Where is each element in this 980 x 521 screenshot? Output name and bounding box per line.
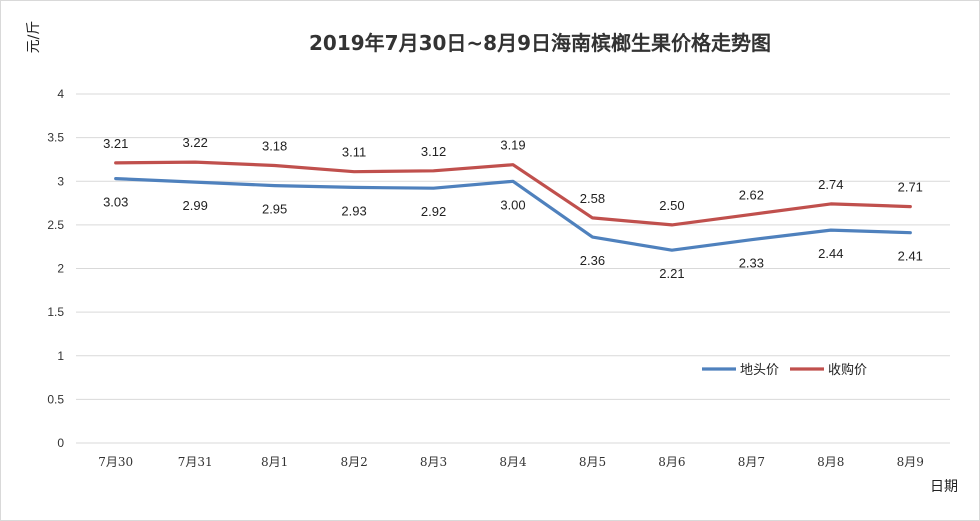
x-tick-label: 8月5 [579,455,606,469]
x-tick-label: 8月2 [340,455,367,469]
data-label: 3.03 [103,195,128,210]
data-label: 3.12 [421,144,446,159]
data-label: 2.99 [183,198,208,213]
y-tick-label: 0 [57,436,64,450]
chart-title: 2019年7月30日~8月9日海南槟榔生果价格走势图 [309,31,771,55]
y-tick-label: 1.5 [47,305,64,319]
y-tick-label: 3 [57,174,64,188]
x-tick-label: 7月31 [178,455,213,469]
data-label: 3.22 [183,135,208,150]
data-label: 3.19 [500,138,525,153]
x-tick-labels: 7月30 7月31 8月1 8月2 8月3 8月4 8月5 8月6 8月7 8月8 8月9 [98,455,924,469]
series-line-1 [114,177,912,252]
x-tick-label: 8月7 [738,455,765,469]
x-tick-label: 7月30 [98,455,133,469]
y-tick-label: 2 [57,262,64,276]
y-tick-labels: 0 0.5 1 1.5 2 2.5 3 3.5 4 [47,87,64,450]
data-label: 2.58 [580,191,605,206]
series-line-2 [114,160,912,227]
data-label: 2.74 [818,177,843,192]
data-label: 2.50 [659,198,684,213]
x-tick-label: 8月3 [420,455,447,469]
data-label: 2.41 [898,249,923,264]
legend-label: 地头价 [740,363,779,378]
series-lines [114,160,912,252]
y-tick-label: 3.5 [47,131,64,145]
x-tick-label: 8月1 [261,455,288,469]
legend: 地头价 收购价 [702,362,867,378]
data-label: 2.44 [818,246,843,261]
x-tick-label: 8月9 [897,455,924,469]
x-tick-label: 8月8 [817,455,844,469]
data-label: 2.92 [421,204,446,219]
x-axis-label: 日期 [930,479,958,495]
y-tick-label: 1 [57,349,64,363]
data-label: 2.95 [262,202,287,217]
y-tick-label: 4 [57,87,64,101]
data-label: 2.62 [739,187,764,202]
y-tick-label: 2.5 [47,218,64,232]
x-tick-label: 8月6 [658,455,685,469]
data-label: 3.21 [103,136,128,151]
data-label: 2.21 [659,266,684,281]
data-label: 2.33 [739,256,764,271]
data-label: 2.93 [341,203,366,218]
data-label: 2.36 [580,253,605,268]
data-label: 3.18 [262,139,287,154]
data-label: 3.00 [500,197,525,212]
y-tick-label: 0.5 [47,392,64,406]
legend-label: 收购价 [828,362,867,378]
x-tick-label: 8月4 [499,455,527,469]
data-label: 3.11 [342,145,366,160]
data-label: 2.71 [898,180,923,195]
gridlines [76,93,950,444]
data-labels: 3.03 2.99 2.95 2.93 2.92 3.00 2.36 2.21 2.33 2.44… [103,135,923,281]
y-axis-label: 元/斤 [26,21,42,54]
